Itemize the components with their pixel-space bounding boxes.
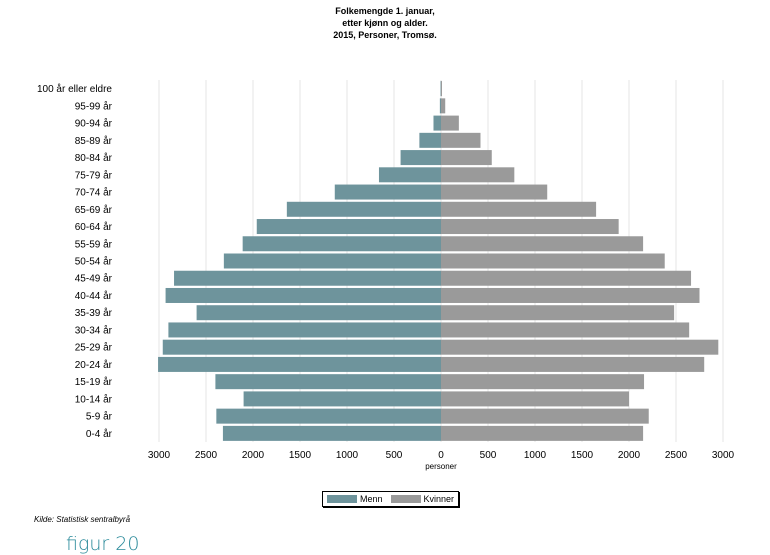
bar-kvinner [441, 132, 481, 148]
bar-kvinner [441, 408, 649, 424]
bar-menn [243, 391, 441, 407]
category-label: 5-9 år [86, 411, 113, 423]
category-label: 30-34 år [75, 324, 113, 336]
legend-swatch-kvinner [390, 495, 421, 503]
category-label: 10-14 år [75, 393, 113, 405]
x-tick-label: 1500 [571, 450, 594, 461]
x-tick-label: 3000 [148, 450, 171, 461]
category-label: 90-94 år [75, 118, 113, 130]
bar-kvinner [441, 253, 665, 269]
category-label: 0-4 år [86, 428, 113, 440]
category-label: 95-99 år [75, 100, 113, 112]
x-tick-label: 2000 [242, 450, 265, 461]
bar-menn [165, 287, 441, 303]
bar-menn [168, 322, 441, 338]
chart-title: Folkemengde 1. januar, etter kjønn og al… [0, 5, 770, 41]
category-label: 35-39 år [75, 307, 113, 319]
category-label: 80-84 år [75, 152, 113, 164]
x-tick-label: 0 [438, 450, 444, 461]
bar-menn [433, 115, 441, 131]
chart-legend: Menn Kvinner [322, 491, 460, 507]
bar-menn [242, 236, 441, 252]
bar-menn [256, 219, 441, 235]
legend-swatch-menn [327, 495, 357, 503]
category-label: 20-24 år [75, 359, 113, 371]
bar-menn [158, 356, 441, 372]
chart-title-line-3: 2015, Personer, Tromsø. [333, 30, 437, 40]
x-tick-label: 2500 [195, 450, 218, 461]
x-tick-label: 3000 [712, 450, 735, 461]
category-label: 50-54 år [75, 256, 113, 268]
category-label: 75-79 år [75, 169, 113, 181]
x-tick-label: 500 [480, 450, 497, 461]
category-label: 55-59 år [75, 238, 113, 250]
bar-menn [378, 167, 441, 183]
bar-menn [223, 253, 441, 269]
x-axis-label: personer [425, 462, 457, 471]
bar-kvinner [441, 81, 442, 97]
figure-label: figur 20 [66, 533, 140, 555]
bar-kvinner [441, 339, 719, 355]
bar-menn [439, 98, 441, 114]
bar-kvinner [441, 184, 548, 200]
legend-label-kvinner: Kvinner [423, 494, 455, 504]
bar-kvinner [441, 270, 692, 286]
x-tick-label: 500 [386, 450, 403, 461]
bar-menn [174, 270, 442, 286]
source-note: Kilde: Statistisk sentralbyrå [34, 515, 131, 524]
bar-kvinner [441, 98, 446, 114]
x-tick-label: 2500 [665, 450, 688, 461]
category-label: 65-69 år [75, 204, 113, 216]
bar-kvinner [441, 219, 619, 235]
bar-kvinner [441, 115, 459, 131]
bar-menn [286, 201, 441, 217]
x-tick-label: 1500 [289, 450, 312, 461]
bar-menn [162, 339, 441, 355]
bar-kvinner [441, 236, 644, 252]
legend-label-menn: Menn [360, 494, 383, 504]
bar-kvinner [441, 425, 644, 441]
bar-menn [216, 408, 441, 424]
bar-menn [222, 425, 441, 441]
category-label: 40-44 år [75, 290, 113, 302]
bar-menn [215, 374, 441, 390]
bar-kvinner [441, 150, 492, 166]
bar-kvinner [441, 167, 515, 183]
bar-kvinner [441, 305, 675, 321]
category-label: 60-64 år [75, 221, 113, 233]
category-label: 70-74 år [75, 187, 113, 199]
bar-kvinner [441, 374, 645, 390]
chart-title-line-1: Folkemengde 1. januar, [335, 6, 435, 16]
bar-menn [400, 150, 441, 166]
bar-menn [419, 132, 441, 148]
bar-kvinner [441, 391, 629, 407]
bar-menn [196, 305, 441, 321]
label-layer: 3000 2500 2000 1500 1000 500 0 500 1000 1500 2000 2… [37, 83, 735, 471]
bar-kvinner [441, 356, 705, 372]
category-label: 25-29 år [75, 342, 113, 354]
legend-item-kvinner: Kvinner [390, 494, 455, 504]
bar-kvinner [441, 322, 690, 338]
x-tick-label: 2000 [618, 450, 641, 461]
legend-item-menn: Menn [327, 494, 383, 504]
bar-layer [158, 81, 719, 441]
x-tick-label: 1000 [524, 450, 547, 461]
category-label: 100 år eller eldre [37, 83, 112, 95]
bar-kvinner [441, 201, 597, 217]
chart-title-line-2: etter kjønn og alder. [342, 18, 428, 28]
category-label: 85-89 år [75, 135, 113, 147]
category-label: 15-19 år [75, 376, 113, 388]
bar-kvinner [441, 287, 700, 303]
x-tick-label: 1000 [336, 450, 359, 461]
bar-menn [334, 184, 441, 200]
category-label: 45-49 år [75, 273, 113, 285]
